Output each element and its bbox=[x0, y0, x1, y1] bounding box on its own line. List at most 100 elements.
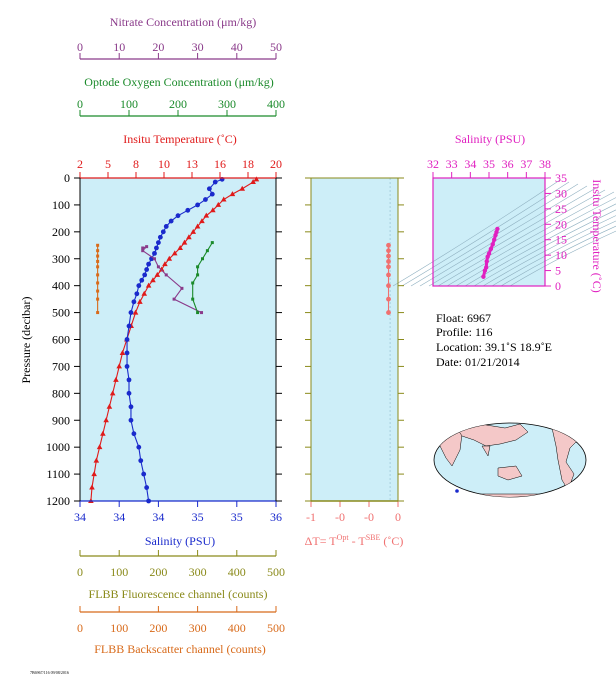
delta-t-point bbox=[386, 253, 391, 259]
ts-salinity-tick-label: 35 bbox=[483, 157, 495, 171]
backscatter-tick-label: 200 bbox=[149, 621, 167, 635]
fluorescence-tick-label: 0 bbox=[77, 565, 83, 579]
delta-t-tick-label: -0 bbox=[335, 510, 345, 524]
salinity-point bbox=[152, 250, 157, 256]
insitu-temperature-point bbox=[166, 255, 173, 261]
delta-t-point bbox=[386, 283, 391, 289]
salinity-tick-label: 34 bbox=[152, 510, 164, 524]
nitrate-point bbox=[164, 273, 168, 277]
salinity-point bbox=[126, 377, 132, 383]
ts-salinity-tick-label: 34 bbox=[464, 157, 476, 171]
info-location: Location: 39.1˚S 18.9˚E bbox=[436, 340, 552, 354]
optode-oxygen-point bbox=[196, 273, 200, 277]
insitu-temperature-point bbox=[215, 201, 222, 207]
insitu-temperature-point bbox=[171, 250, 178, 256]
map-land-eurasia bbox=[454, 423, 529, 447]
flbb-backscatter-point bbox=[96, 265, 100, 269]
insitu-temperature-point bbox=[239, 185, 246, 191]
backscatter-tick-label: 0 bbox=[77, 621, 83, 635]
delta-t-point bbox=[386, 272, 391, 278]
insitu-temperature-point bbox=[253, 176, 260, 182]
info-date: Date: 01/21/2014 bbox=[436, 355, 520, 369]
pressure-tick-label: 400 bbox=[52, 279, 70, 293]
salinity-tick-label: 34 bbox=[113, 510, 125, 524]
profile-panel-bg bbox=[80, 178, 276, 501]
nitrate-point bbox=[141, 246, 145, 250]
oxygen-tick-label: 300 bbox=[218, 97, 236, 111]
insitu-temperature-point bbox=[158, 266, 165, 272]
salinity-point bbox=[195, 202, 201, 208]
salinity-point bbox=[163, 224, 169, 229]
temperature-axis-title: Insitu Temperature (˚C) bbox=[123, 132, 237, 146]
ts-salinity-tick-label: 33 bbox=[446, 157, 458, 171]
insitu-temperature-point bbox=[113, 376, 119, 382]
salinity-point bbox=[124, 350, 130, 356]
map-land-antarctica bbox=[439, 493, 581, 497]
nitrate-point bbox=[172, 297, 176, 301]
insitu-temperature-point bbox=[210, 207, 216, 213]
salinity-point bbox=[141, 471, 147, 477]
pressure-tick-label: 0 bbox=[64, 171, 70, 185]
temperature-tick-label: 10 bbox=[158, 157, 170, 171]
nitrate-tick-label: 50 bbox=[270, 40, 282, 54]
salinity-point bbox=[126, 390, 132, 396]
optode-oxygen-point bbox=[196, 265, 200, 269]
ts-temperature-tick-label: 25 bbox=[555, 202, 567, 216]
oxygen-axis-title: Optode Oxygen Concentration (μm/kg) bbox=[84, 75, 273, 89]
insitu-temperature-point bbox=[119, 349, 126, 355]
pressure-tick-label: 1000 bbox=[46, 440, 70, 454]
flbb-backscatter-point bbox=[96, 297, 100, 301]
pressure-tick-label: 1100 bbox=[46, 467, 70, 481]
salinity-tick-label: 34 bbox=[74, 510, 86, 524]
temperature-tick-label: 16 bbox=[214, 157, 226, 171]
fluorescence-tick-label: 300 bbox=[189, 565, 207, 579]
insitu-temperature-point bbox=[116, 363, 122, 369]
salinity-point bbox=[124, 337, 130, 342]
delta-t-panel-bg bbox=[311, 178, 398, 501]
delta-t-tick-label: -0 bbox=[364, 510, 374, 524]
ts-isopycnal bbox=[392, 179, 561, 287]
nitrate-point bbox=[145, 245, 149, 249]
chart-series bbox=[88, 176, 500, 504]
insitu-temperature-point bbox=[93, 457, 100, 463]
ts-trace-point bbox=[484, 259, 489, 264]
ts-trace-point bbox=[484, 265, 489, 270]
ts-trace-point bbox=[486, 251, 492, 256]
ts-isopycnal bbox=[482, 215, 616, 287]
oxygen-tick-label: 100 bbox=[120, 97, 138, 111]
world-map bbox=[433, 422, 587, 498]
salinity-point bbox=[131, 431, 137, 437]
insitu-temperature-point bbox=[106, 403, 113, 409]
info-float: Float: 6967 bbox=[436, 311, 491, 325]
optode-oxygen-point bbox=[196, 311, 200, 315]
delta-t-point bbox=[386, 264, 391, 270]
insitu-temperature-point bbox=[137, 298, 143, 304]
backscatter-tick-label: 100 bbox=[110, 621, 128, 635]
salinity-point bbox=[154, 245, 159, 251]
delta-t-point bbox=[386, 248, 391, 254]
insitu-temperature-point bbox=[150, 277, 156, 283]
insitu-temperature-point bbox=[229, 191, 236, 197]
salinity-point bbox=[139, 277, 145, 283]
info-profile: Profile: 116 bbox=[436, 325, 493, 339]
ts-isopycnal bbox=[455, 197, 616, 287]
flbb-backscatter-point bbox=[96, 259, 100, 263]
salinity-point bbox=[157, 234, 163, 240]
insitu-temperature-point bbox=[141, 290, 148, 296]
flbb-backscatter-point bbox=[96, 273, 100, 277]
nitrate-point bbox=[200, 311, 204, 315]
insitu-temperature-point bbox=[190, 228, 197, 234]
ts-isopycnal bbox=[473, 209, 616, 287]
insitu-temperature-point bbox=[100, 430, 106, 436]
ts-trace-point bbox=[481, 274, 486, 279]
ts-salinity-axis-title: Salinity (PSU) bbox=[455, 132, 525, 146]
delta-t-tick-label: -1 bbox=[306, 510, 316, 524]
ts-isopycnal bbox=[437, 189, 606, 287]
ts-temperature-tick-label: 5 bbox=[555, 264, 561, 278]
nitrate-tick-label: 20 bbox=[152, 40, 164, 54]
insitu-temperature-point bbox=[250, 179, 256, 185]
ts-temperature-tick-label: 35 bbox=[555, 171, 567, 185]
flbb-backscatter-point bbox=[96, 249, 100, 253]
nitrate-tick-label: 0 bbox=[77, 40, 83, 54]
